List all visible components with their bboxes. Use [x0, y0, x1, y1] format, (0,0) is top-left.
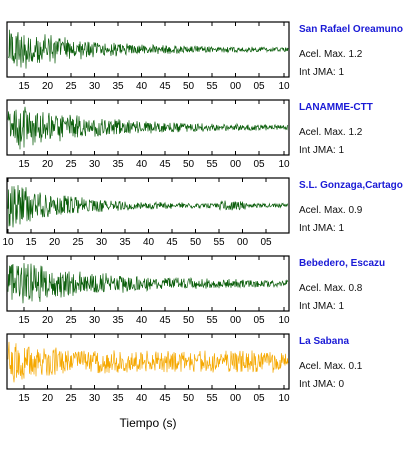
x-tick-label: 40 — [136, 315, 148, 326]
x-tick-label: 55 — [206, 159, 218, 170]
int-jma-text: Int JMA: 1 — [299, 223, 345, 234]
panel-frame — [6, 21, 290, 78]
x-tick-label: 00 — [230, 393, 242, 404]
seismogram-trace — [7, 185, 289, 228]
x-tick-label: 35 — [119, 237, 131, 248]
seismogram-trace — [7, 263, 289, 304]
x-tick-label: 20 — [42, 159, 54, 170]
acel-max-text: Acel. Max. 0.1 — [299, 361, 363, 372]
station-name: LANAMME-CTT — [299, 102, 373, 113]
x-tick-label: 15 — [25, 237, 37, 248]
x-tick-label: 30 — [89, 159, 101, 170]
seismogram-trace — [7, 106, 289, 150]
x-tick-label: 40 — [143, 237, 155, 248]
panel-frame — [6, 255, 290, 312]
x-tick-label: 10 — [278, 393, 290, 404]
int-jma-text: Int JMA: 1 — [299, 145, 345, 156]
x-tick-label: 35 — [112, 159, 124, 170]
x-tick-label: 00 — [237, 237, 249, 248]
station-name: Bebedero, Escazu — [299, 258, 386, 269]
x-tick-label: 55 — [206, 315, 218, 326]
seismogram-panel: 10 15 20 25 30 35 40 45 50 55 00 05 — [2, 177, 290, 248]
x-tick-label: 30 — [89, 393, 101, 404]
x-tick-label: 10 — [278, 81, 290, 92]
x-tick-label: 10 — [2, 237, 14, 248]
x-tick-label: 00 — [230, 315, 242, 326]
x-tick-label: 15 — [18, 81, 30, 92]
x-tick-label: 25 — [65, 393, 77, 404]
x-tick-label: 55 — [206, 393, 218, 404]
x-tick-label: 05 — [253, 393, 265, 404]
station-name: La Sabana — [299, 336, 350, 347]
x-tick-label: 35 — [112, 393, 124, 404]
x-tick-label: 50 — [183, 159, 195, 170]
x-tick-label: 30 — [96, 237, 108, 248]
x-tick-label: 40 — [136, 159, 148, 170]
x-tick-label: 20 — [42, 81, 54, 92]
x-tick-label: 50 — [190, 237, 202, 248]
x-tick-label: 00 — [230, 159, 242, 170]
x-tick-label: 35 — [112, 315, 124, 326]
x-tick-label: 10 — [278, 315, 290, 326]
x-tick-label: 40 — [136, 393, 148, 404]
x-tick-label: 45 — [159, 315, 171, 326]
station-name: San Rafael Oreamuno — [299, 24, 403, 35]
panel-frame — [6, 99, 290, 156]
acel-max-text: Acel. Max. 1.2 — [299, 127, 363, 138]
x-tick-label: 25 — [65, 81, 77, 92]
x-tick-label: 45 — [159, 81, 171, 92]
x-tick-label: 45 — [159, 393, 171, 404]
x-tick-label: 20 — [42, 393, 54, 404]
seismogram-panel: 15 20 25 30 35 40 45 50 55 00 05 10 — [6, 255, 290, 326]
x-tick-label: 50 — [183, 81, 195, 92]
x-tick-label: 00 — [230, 81, 242, 92]
x-tick-label: 50 — [183, 315, 195, 326]
x-axis-label: Tiempo (s) — [120, 416, 177, 430]
seismogram-trace — [7, 341, 289, 383]
x-tick-label: 35 — [112, 81, 124, 92]
x-tick-label: 25 — [65, 315, 77, 326]
x-tick-label: 15 — [18, 393, 30, 404]
int-jma-text: Int JMA: 1 — [299, 301, 345, 312]
x-tick-label: 30 — [89, 81, 101, 92]
seismogram-panel: 15 20 25 30 35 40 45 50 55 00 05 10 — [6, 99, 290, 170]
acel-max-text: Acel. Max. 1.2 — [299, 49, 363, 60]
x-tick-label: 45 — [159, 159, 171, 170]
x-tick-label: 20 — [49, 237, 61, 248]
seismogram-panel: 15 20 25 30 35 40 45 50 55 00 05 10 — [6, 21, 290, 92]
x-tick-label: 55 — [206, 81, 218, 92]
x-tick-label: 05 — [260, 237, 272, 248]
panel-frame — [6, 333, 290, 390]
int-jma-text: Int JMA: 0 — [299, 379, 345, 390]
x-tick-label: 45 — [166, 237, 178, 248]
x-tick-label: 15 — [18, 315, 30, 326]
seismogram-panel: 15 20 25 30 35 40 45 50 55 00 05 10 — [6, 333, 290, 404]
x-tick-label: 55 — [213, 237, 225, 248]
x-tick-label: 25 — [72, 237, 84, 248]
x-tick-label: 05 — [253, 159, 265, 170]
x-tick-label: 40 — [136, 81, 148, 92]
x-tick-label: 05 — [253, 315, 265, 326]
seismogram-trace — [8, 29, 289, 69]
int-jma-text: Int JMA: 1 — [299, 67, 345, 78]
x-tick-label: 30 — [89, 315, 101, 326]
x-tick-label: 20 — [42, 315, 54, 326]
x-tick-label: 10 — [278, 159, 290, 170]
station-name: S.L. Gonzaga,Cartago — [299, 180, 403, 191]
acel-max-text: Acel. Max. 0.9 — [299, 205, 363, 216]
acel-max-text: Acel. Max. 0.8 — [299, 283, 363, 294]
x-tick-label: 50 — [183, 393, 195, 404]
x-tick-label: 25 — [65, 159, 77, 170]
x-tick-label: 05 — [253, 81, 265, 92]
x-tick-label: 15 — [18, 159, 30, 170]
